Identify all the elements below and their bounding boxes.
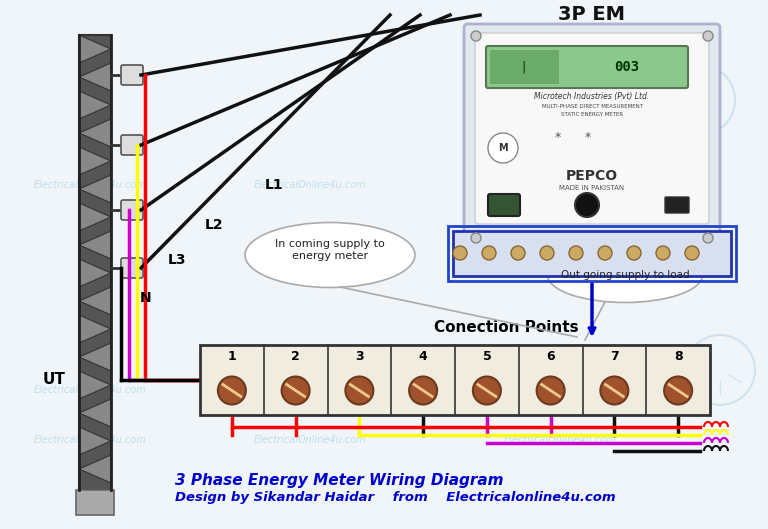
Polygon shape xyxy=(79,287,111,315)
Bar xyxy=(200,345,710,415)
Bar xyxy=(453,231,731,276)
FancyBboxPatch shape xyxy=(464,24,720,247)
Text: ElectricalOnline4u.com: ElectricalOnline4u.com xyxy=(504,180,617,190)
Text: UT: UT xyxy=(42,372,65,388)
Polygon shape xyxy=(79,427,111,455)
Text: M: M xyxy=(498,143,508,153)
Text: Design by Sikandar Haidar    from    Electricalonline4u.com: Design by Sikandar Haidar from Electrica… xyxy=(175,491,616,505)
Bar xyxy=(79,35,111,490)
Text: 7: 7 xyxy=(610,351,619,363)
Text: STATIC ENERGY METER: STATIC ENERGY METER xyxy=(561,112,623,116)
FancyBboxPatch shape xyxy=(121,258,143,278)
Circle shape xyxy=(685,246,699,260)
FancyBboxPatch shape xyxy=(490,50,559,84)
Polygon shape xyxy=(79,315,111,343)
Polygon shape xyxy=(79,455,111,483)
Circle shape xyxy=(703,233,713,243)
Text: *: * xyxy=(585,132,591,144)
Circle shape xyxy=(471,233,481,243)
Ellipse shape xyxy=(245,223,415,287)
Polygon shape xyxy=(79,63,111,91)
Polygon shape xyxy=(79,35,111,63)
Text: In coming supply to
energy meter: In coming supply to energy meter xyxy=(275,239,385,261)
Polygon shape xyxy=(79,231,111,259)
Polygon shape xyxy=(79,119,111,147)
FancyBboxPatch shape xyxy=(121,65,143,85)
Text: ElectricalOnline4u.com: ElectricalOnline4u.com xyxy=(504,435,617,445)
Text: L1: L1 xyxy=(265,178,283,192)
Text: Out going supply to load: Out going supply to load xyxy=(561,270,690,280)
Polygon shape xyxy=(79,371,111,399)
Circle shape xyxy=(473,377,501,405)
Text: 003: 003 xyxy=(614,60,639,74)
Text: *: * xyxy=(554,132,561,144)
FancyBboxPatch shape xyxy=(121,135,143,155)
Bar xyxy=(76,490,114,515)
Circle shape xyxy=(282,377,310,405)
Text: 5: 5 xyxy=(482,351,492,363)
Circle shape xyxy=(471,31,481,41)
Text: 1: 1 xyxy=(227,351,237,363)
Circle shape xyxy=(598,246,612,260)
FancyBboxPatch shape xyxy=(665,197,689,213)
Text: PEPCO: PEPCO xyxy=(566,169,618,183)
Text: 2: 2 xyxy=(291,351,300,363)
Text: ElectricalOnline4u.com: ElectricalOnline4u.com xyxy=(504,385,617,395)
Polygon shape xyxy=(79,91,111,119)
Text: 3P EM: 3P EM xyxy=(558,5,625,23)
FancyBboxPatch shape xyxy=(475,33,709,224)
Text: ElectricalOnline4u.com: ElectricalOnline4u.com xyxy=(253,180,366,190)
Polygon shape xyxy=(79,175,111,203)
Polygon shape xyxy=(79,147,111,175)
Text: Conection Points: Conection Points xyxy=(434,320,578,334)
Circle shape xyxy=(218,377,246,405)
Circle shape xyxy=(569,246,583,260)
Circle shape xyxy=(601,377,628,405)
Text: ElectricalOnline4u.com: ElectricalOnline4u.com xyxy=(34,435,147,445)
Circle shape xyxy=(409,377,437,405)
Ellipse shape xyxy=(548,248,703,303)
Circle shape xyxy=(346,377,373,405)
Circle shape xyxy=(540,246,554,260)
Circle shape xyxy=(703,31,713,41)
Circle shape xyxy=(537,377,564,405)
Text: ElectricalOnline4u.com: ElectricalOnline4u.com xyxy=(253,435,366,445)
Text: Microtech Industries (Pvt) Ltd.: Microtech Industries (Pvt) Ltd. xyxy=(535,92,650,101)
Bar xyxy=(448,226,736,281)
FancyBboxPatch shape xyxy=(486,46,688,88)
Polygon shape xyxy=(79,203,111,231)
Polygon shape xyxy=(79,259,111,287)
Text: MADE IN PAKISTAN: MADE IN PAKISTAN xyxy=(559,185,624,191)
Text: |: | xyxy=(521,60,526,74)
Text: 3: 3 xyxy=(355,351,364,363)
Circle shape xyxy=(627,246,641,260)
Text: 3 Phase Energy Meter Wiring Diagram: 3 Phase Energy Meter Wiring Diagram xyxy=(175,472,504,488)
Circle shape xyxy=(656,246,670,260)
Text: ElectricalOnline4u.com: ElectricalOnline4u.com xyxy=(34,180,147,190)
Circle shape xyxy=(488,133,518,163)
Circle shape xyxy=(482,246,496,260)
Circle shape xyxy=(664,377,692,405)
Text: L3: L3 xyxy=(168,253,187,267)
Text: MULTI-PHASE DIRECT MEASUREMENT: MULTI-PHASE DIRECT MEASUREMENT xyxy=(541,104,643,108)
FancyBboxPatch shape xyxy=(488,194,520,216)
Text: ElectricalOnline4u.com: ElectricalOnline4u.com xyxy=(253,385,366,395)
Circle shape xyxy=(575,193,599,217)
Text: ElectricalOnline4u.com: ElectricalOnline4u.com xyxy=(34,385,147,395)
Text: 8: 8 xyxy=(674,351,683,363)
Text: 6: 6 xyxy=(546,351,555,363)
Text: 4: 4 xyxy=(419,351,428,363)
Circle shape xyxy=(453,246,467,260)
Circle shape xyxy=(511,246,525,260)
Text: N: N xyxy=(140,291,151,305)
Polygon shape xyxy=(79,399,111,427)
Polygon shape xyxy=(79,343,111,371)
FancyBboxPatch shape xyxy=(121,200,143,220)
Text: L2: L2 xyxy=(205,218,223,232)
